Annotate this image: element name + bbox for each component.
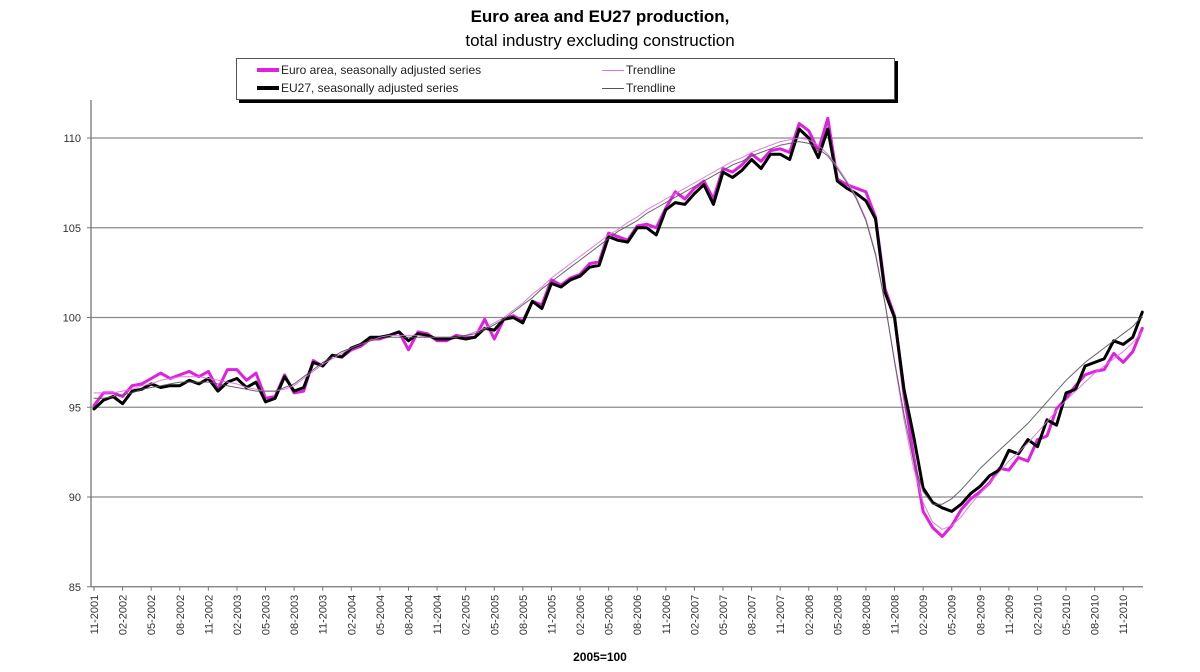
x-tick-label: 02-2005 (461, 595, 473, 635)
x-tick-label: 08-2006 (632, 595, 644, 635)
legend-swatch-euro-area (257, 68, 279, 72)
series-trendline-eu27 (93, 141, 1143, 505)
x-tick-label: 11-2004 (432, 595, 444, 635)
series-trendline-euro-area (93, 137, 1143, 530)
x-tick-label: 05-2002 (146, 595, 158, 635)
x-tick-label: 11-2007 (775, 595, 787, 635)
x-tick-label: 05-2006 (604, 595, 616, 635)
x-tick-label: 02-2004 (346, 595, 358, 635)
x-tick-label: 08-2009 (975, 595, 987, 635)
x-tick-label: 11-2010 (1118, 595, 1130, 635)
chart-title: Euro area and EU27 production, (470, 7, 730, 26)
x-tick-label: 11-2005 (546, 595, 558, 635)
x-tick-label: 02-2007 (689, 595, 701, 635)
x-tick-label: 08-2005 (518, 595, 530, 635)
x-tick-label: 11-2006 (661, 595, 673, 635)
y-tick-label: 110 (63, 133, 81, 145)
y-tick-label: 105 (63, 223, 81, 235)
x-tick-label: 11-2002 (203, 595, 215, 635)
legend-item-euro-trendline: Trendline (602, 62, 676, 78)
x-tick-label: 11-2001 (89, 595, 101, 635)
y-tick-label: 100 (63, 313, 81, 325)
x-tick-label: 05-2005 (489, 595, 501, 635)
x-tick-label: 05-2003 (261, 595, 273, 635)
x-tick-label: 02-2003 (232, 595, 244, 635)
x-tick-label: 08-2007 (747, 595, 759, 635)
legend-label: Trendline (626, 63, 676, 77)
x-tick-label: 08-2008 (861, 595, 873, 635)
series-line-euro-area (92, 116, 1144, 538)
legend-item-euro-area: Euro area, seasonally adjusted series (257, 62, 481, 78)
x-tick-label: 11-2008 (890, 595, 902, 635)
x-tick-label: 02-2009 (918, 595, 930, 635)
x-tick-label: 05-2010 (1061, 595, 1073, 635)
legend-label: Trendline (626, 81, 676, 95)
x-tick-label: 08-2010 (1090, 595, 1102, 635)
x-tick-label: 05-2004 (375, 595, 387, 635)
legend-label: Euro area, seasonally adjusted series (281, 63, 482, 77)
x-tick-label: 11-2003 (318, 595, 330, 635)
x-axis-label: 2005=100 (573, 650, 627, 664)
y-tick-label: 90 (69, 492, 81, 504)
legend-swatch-eu27 (257, 86, 279, 90)
chart-subtitle: total industry excluding construction (465, 31, 735, 50)
x-tick-label: 02-2008 (804, 595, 816, 635)
y-tick-label: 95 (69, 402, 81, 414)
x-tick-label: 05-2009 (947, 595, 959, 635)
series-line-eu27 (92, 127, 1144, 513)
legend-swatch-euro-trendline (602, 69, 624, 71)
x-tick-label: 02-2006 (575, 595, 587, 635)
x-tick-label: 11-2009 (1004, 595, 1016, 635)
x-tick-label: 05-2007 (718, 595, 730, 635)
legend-swatch-eu27-trendline (602, 87, 624, 89)
legend-item-eu27: EU27, seasonally adjusted series (257, 80, 458, 96)
x-tick-label: 08-2004 (403, 595, 415, 635)
x-tick-label: 08-2002 (175, 595, 187, 635)
y-tick-label: 85 (69, 582, 81, 594)
legend-item-eu27-trendline: Trendline (602, 80, 676, 96)
chart-legend: Euro area, seasonally adjusted series Tr… (236, 58, 895, 100)
x-tick-label: 05-2008 (832, 595, 844, 635)
x-tick-label: 02-2010 (1032, 595, 1044, 635)
legend-label: EU27, seasonally adjusted series (281, 81, 459, 95)
x-tick-label: 08-2003 (289, 595, 301, 635)
x-tick-label: 02-2002 (118, 595, 130, 635)
